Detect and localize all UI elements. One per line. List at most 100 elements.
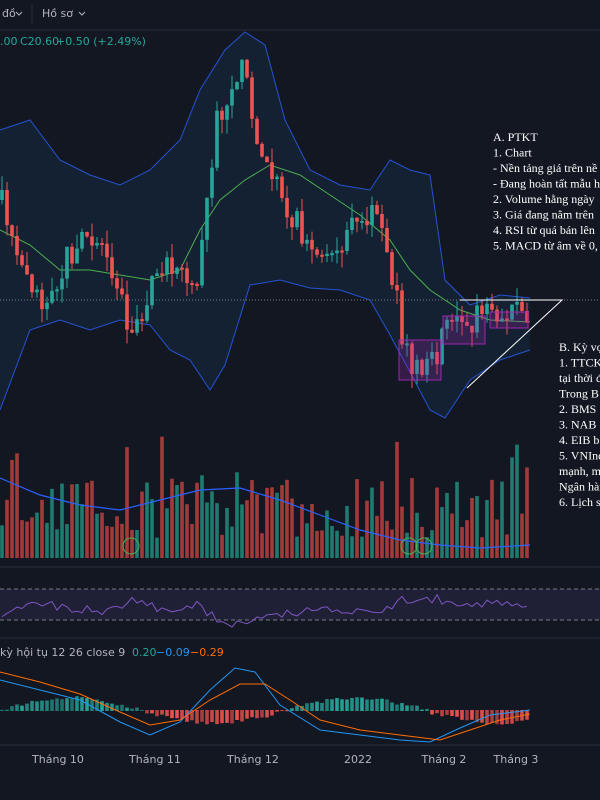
- candle-body: [130, 329, 134, 333]
- hist-bar: [95, 699, 99, 711]
- tab[interactable]: Hồ sơ: [42, 7, 73, 20]
- hist-bar: [35, 701, 39, 711]
- macd-title: kỳ hội tụ 12 26 close 9: [0, 646, 125, 659]
- hist-bar: [115, 705, 119, 711]
- hist-bar: [350, 697, 354, 711]
- note-line: B. Kỳ vọ: [559, 340, 600, 354]
- candle-body: [145, 305, 149, 321]
- hist-bar: [460, 710, 464, 720]
- candle-body: [40, 289, 44, 310]
- volume-bar: [110, 526, 114, 558]
- candle-body: [525, 310, 529, 323]
- volume-bar: [15, 453, 19, 558]
- hist-bar: [135, 707, 139, 711]
- candle-body: [450, 319, 454, 322]
- hist-bar: [375, 698, 379, 711]
- triangle: [460, 299, 564, 389]
- candle-body: [90, 236, 94, 246]
- note-line: 4. EIB b: [559, 433, 599, 447]
- volume-bar: [525, 467, 529, 558]
- volume-bar: [30, 517, 34, 558]
- candle-body: [5, 190, 9, 226]
- hist-bar: [30, 700, 34, 711]
- tab[interactable]: đồ: [2, 7, 16, 20]
- candle-body: [415, 359, 419, 374]
- hist-bar: [360, 697, 364, 711]
- candle-body: [445, 319, 449, 329]
- volume-bar: [55, 529, 59, 558]
- volume-bar: [360, 536, 364, 558]
- hist-bar: [370, 699, 374, 711]
- candle-body: [300, 211, 304, 244]
- hist-bar: [145, 710, 149, 714]
- hist-bar: [225, 710, 229, 723]
- legend-close: C20.60: [20, 35, 59, 48]
- volume-bar: [365, 500, 369, 558]
- candle-body: [340, 250, 344, 253]
- hist-bar: [500, 710, 504, 725]
- volume-bar: [465, 520, 469, 558]
- candle-body: [400, 290, 404, 345]
- volume-bar: [450, 513, 454, 558]
- candle-body: [30, 274, 34, 293]
- hist-bar: [340, 699, 344, 711]
- hist-bar: [250, 710, 254, 718]
- volume-bar: [520, 513, 524, 558]
- candle-body: [460, 315, 464, 323]
- candle-body: [270, 162, 274, 180]
- volume-bar: [425, 537, 429, 558]
- hist-bar: [210, 710, 214, 723]
- macd-histogram: [0, 696, 529, 725]
- candle-body: [140, 319, 144, 322]
- volume-bar: [445, 492, 449, 558]
- candle-body: [495, 309, 499, 322]
- hist-bar: [240, 710, 244, 722]
- hist-bar: [410, 705, 414, 711]
- hist-bar: [430, 710, 434, 715]
- note-line: 2. Volume hằng ngày: [493, 192, 595, 206]
- hist-bar: [165, 710, 169, 717]
- candle-body: [405, 343, 409, 346]
- candle-body: [285, 197, 289, 218]
- legend-open: .00: [0, 35, 18, 48]
- volume-bar: [325, 510, 329, 558]
- rsi-line: [1, 593, 528, 628]
- volume-bar: [475, 496, 479, 558]
- candle-body: [215, 110, 219, 168]
- candle-body: [280, 176, 284, 198]
- candle-body: [325, 253, 329, 257]
- candle-body: [375, 205, 379, 215]
- hist-bar: [105, 702, 109, 711]
- volume-bar: [320, 530, 324, 558]
- volume-bar: [515, 444, 519, 558]
- volume-bar: [280, 485, 284, 558]
- candle-body: [275, 176, 279, 180]
- candle-body: [10, 225, 14, 236]
- hist-bar: [270, 710, 274, 716]
- rsi-band: [0, 589, 600, 620]
- hist-bar: [150, 710, 154, 714]
- candle-body: [110, 257, 114, 279]
- legend-change: +0.50 (+2.49%): [56, 35, 146, 48]
- candle-body: [100, 242, 104, 245]
- note-line: 4. RSI từ quá bán lên: [493, 223, 595, 237]
- note-line: 6. Lịch s: [559, 495, 600, 509]
- hist-bar: [190, 710, 194, 721]
- hist-bar: [315, 701, 319, 711]
- hist-bar: [40, 700, 44, 711]
- hist-bar: [435, 710, 439, 714]
- candle-body: [330, 253, 334, 256]
- candle-body: [265, 156, 269, 163]
- marker: [415, 537, 433, 555]
- candle-body: [115, 278, 119, 289]
- hist-bar: [290, 708, 294, 711]
- hist-bar: [425, 708, 429, 711]
- candle-body: [455, 315, 459, 322]
- candle-body: [355, 217, 359, 222]
- volume-bar: [25, 521, 29, 558]
- macd-hist: −0.29: [190, 646, 224, 659]
- chevron: [78, 11, 86, 16]
- hist-bar: [510, 710, 514, 724]
- hist-bar: [330, 699, 334, 711]
